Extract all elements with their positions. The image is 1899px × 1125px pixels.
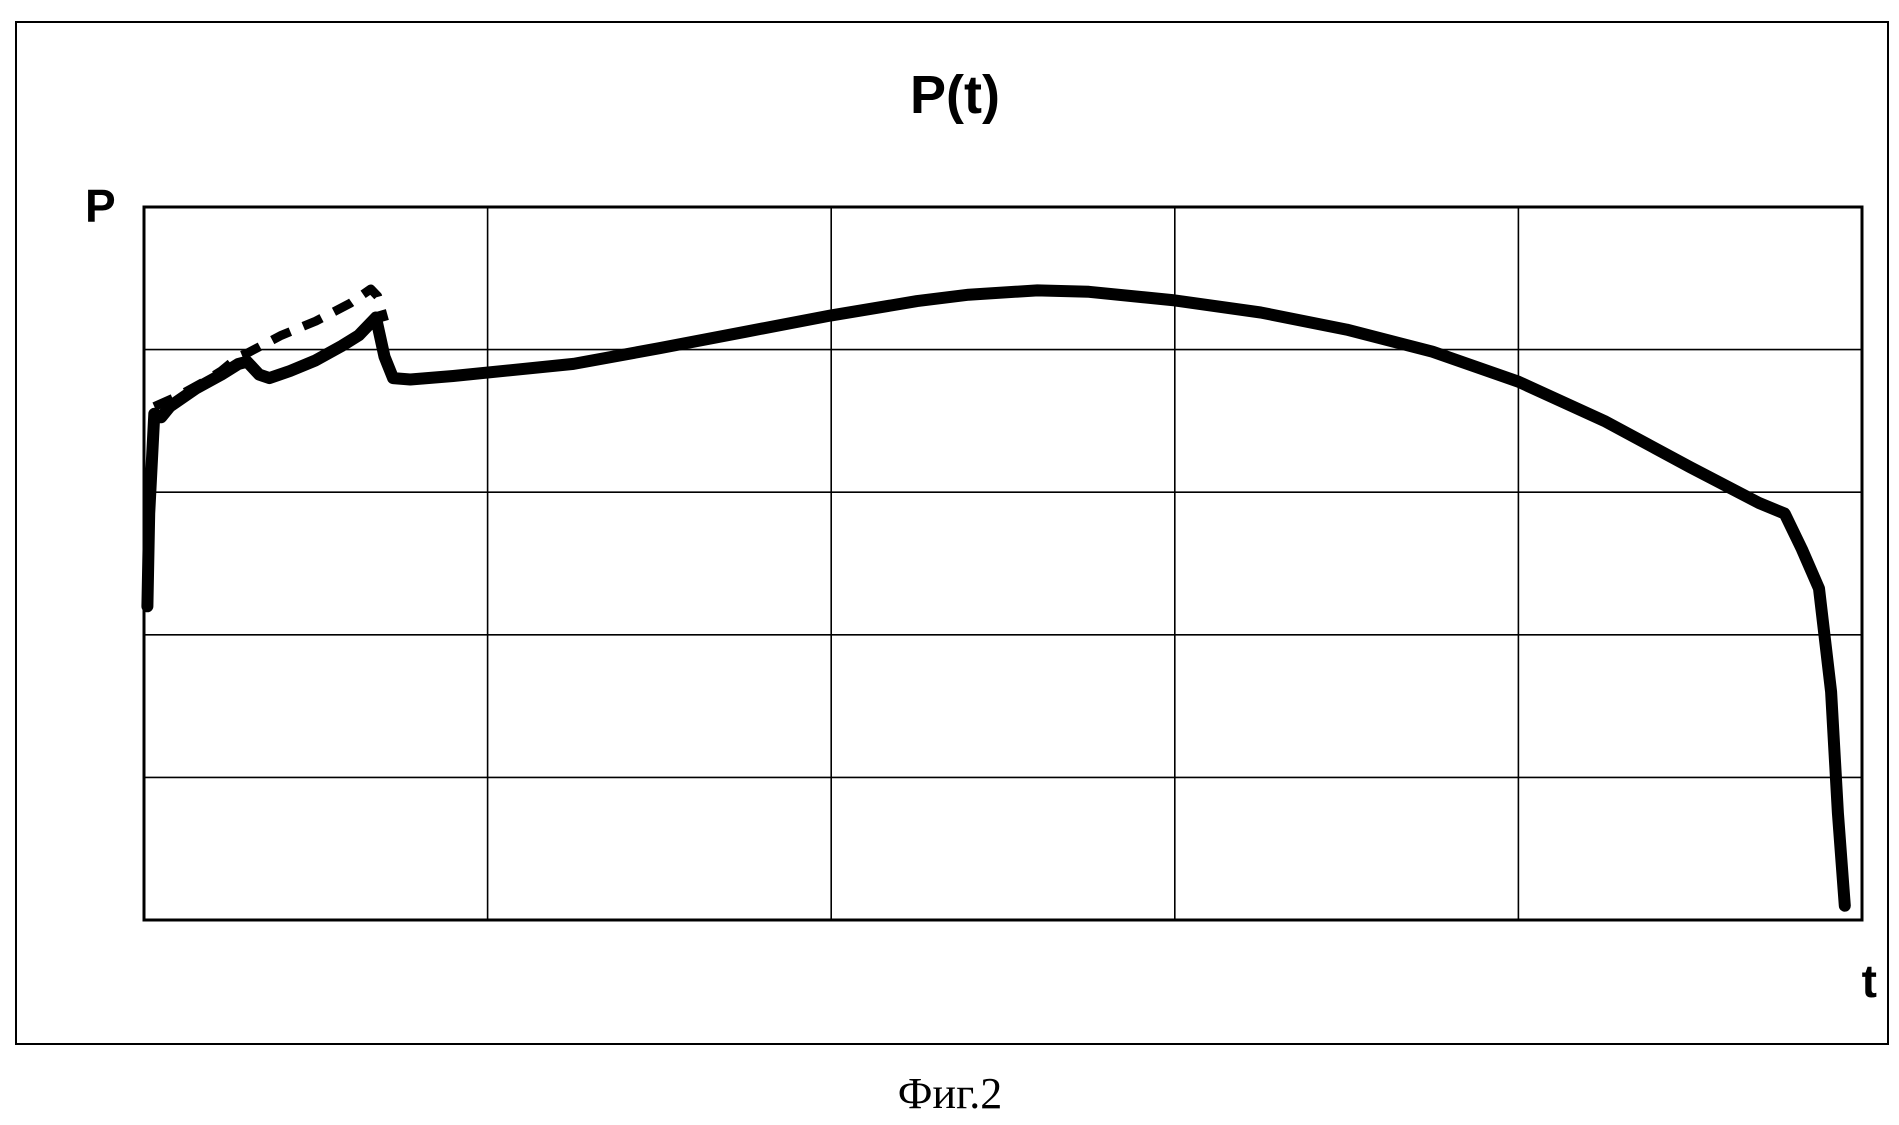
chart-title: P(t) bbox=[910, 65, 1000, 125]
figure-frame bbox=[16, 22, 1888, 1044]
x-axis-label: t bbox=[1862, 955, 1877, 1007]
y-axis-label: P bbox=[85, 180, 116, 232]
figure-caption: Фиг.2 bbox=[898, 1069, 1002, 1118]
